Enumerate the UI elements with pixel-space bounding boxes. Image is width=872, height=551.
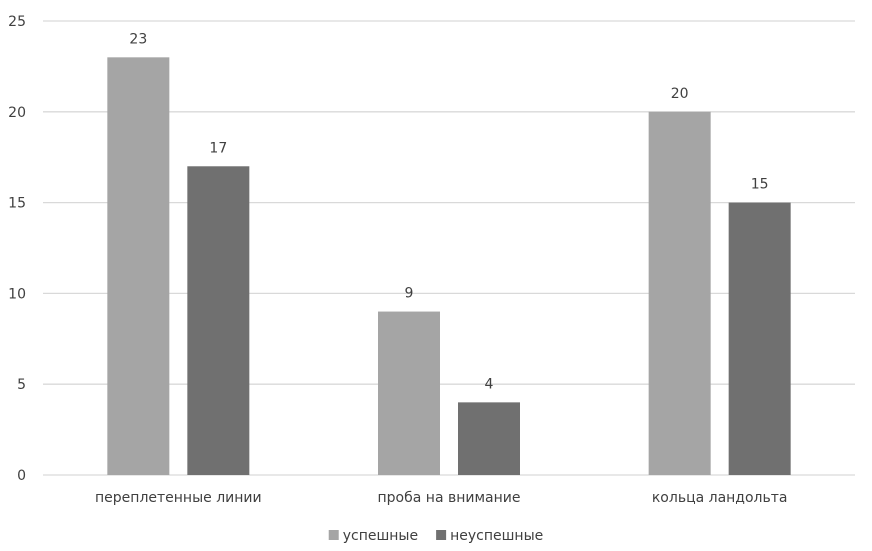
x-category-label: проба на внимание — [378, 490, 521, 506]
bar-success-2 — [648, 111, 711, 476]
legend-swatch — [328, 530, 339, 540]
legend-label: неуспешные — [450, 528, 543, 544]
gridlines — [43, 20, 855, 476]
y-axis-ticks: 0 5 10 15 20 25 — [8, 14, 26, 484]
data-labels: 23 17 9 4 20 15 — [129, 31, 768, 392]
bar-fail-2 — [728, 202, 791, 475]
x-category-label: переплетенные линии — [95, 490, 262, 506]
data-label: 23 — [129, 31, 147, 47]
legend-swatch — [436, 530, 447, 540]
legend-label: успешные — [343, 528, 418, 544]
legend-item-fail: неуспешные — [436, 528, 543, 544]
y-tick-label: 5 — [17, 377, 26, 393]
y-tick-label: 10 — [8, 286, 26, 302]
data-label: 20 — [671, 86, 689, 102]
y-tick-label: 20 — [8, 105, 26, 121]
y-tick-label: 0 — [17, 468, 26, 484]
data-label: 17 — [209, 140, 227, 156]
legend-item-success: успешные — [328, 528, 418, 544]
bar-success-1 — [378, 311, 440, 475]
x-category-label: кольца ландольта — [652, 490, 788, 506]
y-tick-label: 15 — [8, 196, 26, 212]
legend: успешные неуспешные — [328, 528, 543, 544]
data-label: 9 — [405, 286, 414, 302]
bar-success-0 — [107, 57, 170, 475]
y-tick-label: 25 — [8, 14, 26, 30]
data-label: 15 — [751, 177, 769, 193]
bar-fail-1 — [458, 402, 520, 475]
data-label: 4 — [485, 376, 494, 392]
bar-fail-0 — [187, 166, 250, 475]
x-axis-categories: переплетенные линии проба на внимание коль… — [95, 490, 787, 506]
bars — [107, 57, 791, 476]
